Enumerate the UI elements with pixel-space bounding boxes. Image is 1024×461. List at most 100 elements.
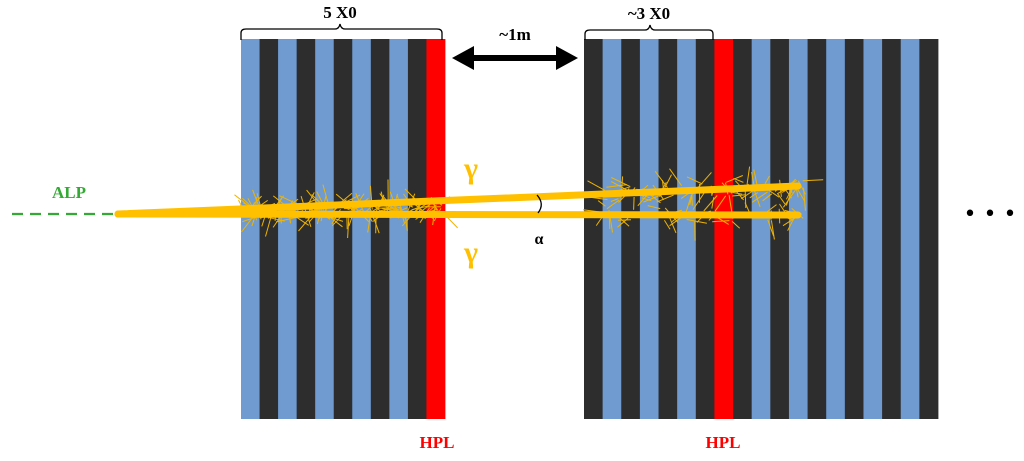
shower-hair [777,193,786,205]
scintillator-layer [241,39,260,419]
absorber-layer [370,39,390,419]
absorber-layer [584,39,604,419]
absorber-layer [844,39,864,419]
scintillator-layer [639,39,659,419]
scintillator-layer [389,39,409,419]
angle-arc [536,194,542,214]
shower-hair [697,172,712,188]
shower-hair [617,219,632,221]
shower-hair [764,175,770,184]
shower-hair [647,205,661,210]
shower-hair [606,199,620,210]
shower-hair [751,191,768,203]
hpl-label-module-2: HPL [706,433,741,452]
shower-hair [633,196,635,210]
gap-double-arrow [452,46,578,70]
shower-hair [711,197,715,209]
absorber-layer [807,39,827,419]
photon-label-upper: γ [463,152,478,185]
shower-hair [275,216,299,223]
shower-hair [785,188,793,206]
shower-hair [587,180,606,191]
shower-hair [767,219,775,237]
photon-label-lower: γ [463,236,478,269]
module-1-thickness-brace [240,23,443,40]
shower-hair [689,193,693,206]
shower-hair [732,194,746,197]
shower-hair [768,190,780,198]
shower-hair [770,220,775,240]
shower-hair [606,184,627,188]
absorber-layer [333,39,353,419]
shower-hair [686,219,707,224]
absorber-layer [407,39,427,419]
shower-hair [347,214,350,239]
shower-hair [656,194,674,203]
shower-hair [753,189,761,208]
absorber-layer [695,39,715,419]
absorber-layer [621,39,641,419]
gap-distance-label: ~1m [499,25,531,44]
photon-track-upper [114,182,802,218]
shower-hair [735,190,744,201]
shower-hair [712,220,730,223]
shower-hair [641,197,652,202]
absorber-layer [296,39,316,419]
shower-hair [744,202,751,214]
shower-hair [597,200,606,207]
shower-hair [663,219,671,230]
shower-hair [782,188,797,208]
absorber-layer [919,39,939,419]
scintillator-layer [677,39,697,419]
shower-hair [803,187,806,211]
shower-hair [609,215,613,233]
scintillator-layer [751,39,771,419]
scintillator-layer [352,39,372,419]
shower-hair [643,194,662,203]
hpl-layer [426,39,446,419]
module-1-thickness-label: 5 X0 [323,3,357,22]
module-2-thickness-label: ~3 X0 [628,4,670,23]
absorber-layer [658,39,678,419]
shower-hair [714,195,727,212]
scintillator-layer [788,39,808,419]
absorber-layer [259,39,279,419]
shower-hair [762,193,773,202]
shower-hair [740,190,754,200]
absorber-layer [733,39,753,419]
shower-hair [272,195,286,206]
hpl-label-module-1: HPL [420,433,455,452]
alp-label: ALP [52,183,86,202]
shower-hair [377,207,389,209]
shower-hair [753,169,758,186]
hpl-layer [714,39,734,419]
shower-hair [654,171,668,188]
calorimeter-module-2 [584,39,939,419]
shower-hair [746,166,751,185]
shower-hair [610,198,619,202]
shower-hair [661,182,667,190]
shower-hair [617,216,630,227]
shower-hair [749,192,759,199]
continuation-dots: • • • [964,202,1017,227]
scintillator-layer [826,39,846,419]
module-2-thickness-brace [584,24,714,40]
shower-hair [785,190,793,199]
shower-hair [686,176,703,185]
scintillator-layer [863,39,883,419]
scintillator-layer [315,39,335,419]
shower-hair [669,168,683,186]
scintillator-layer [900,39,920,419]
calorimeter-module-1 [241,39,446,419]
shower-hair [595,217,603,226]
shower-hair [802,179,824,182]
shower-hair [731,221,741,229]
photon-track-lower [114,210,802,219]
shower-hair [703,195,718,212]
scintillator-layer [278,39,298,419]
shower-hair [252,195,262,206]
absorber-layer [770,39,790,419]
angle-label: α [535,231,544,248]
shower-hair [733,177,744,183]
